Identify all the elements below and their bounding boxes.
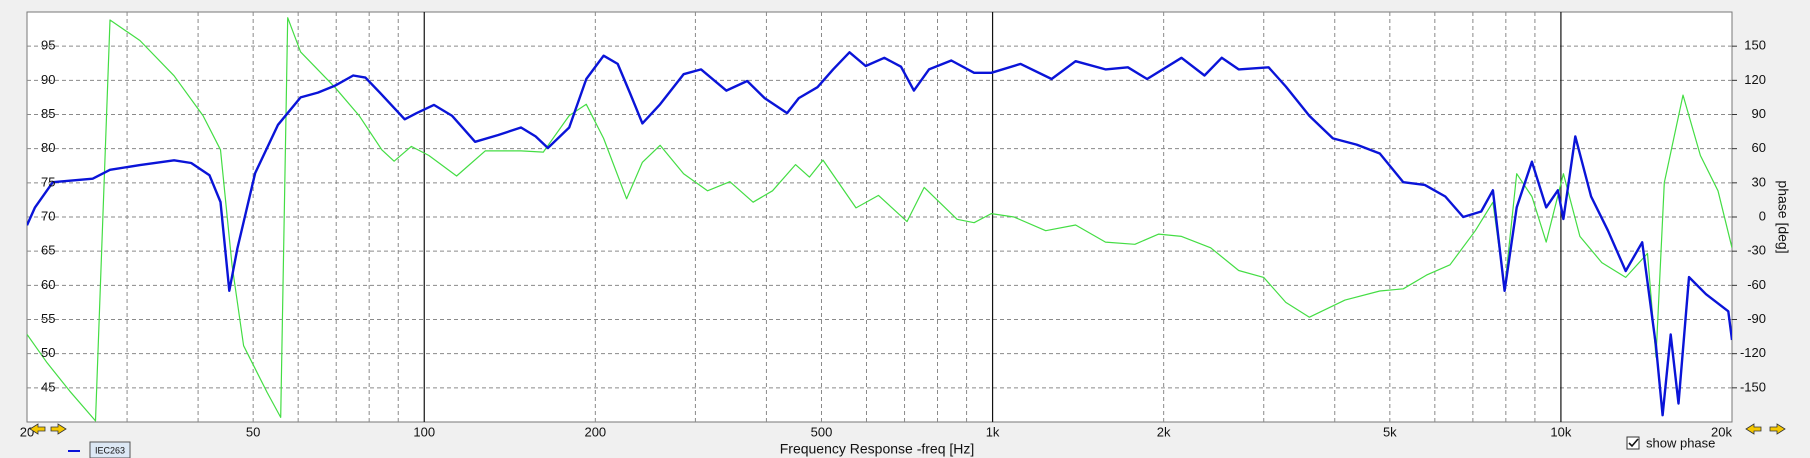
plot-area xyxy=(26,11,1733,423)
y2-tick-label: -60 xyxy=(1747,277,1766,292)
y-tick-label: 90 xyxy=(41,72,55,87)
y2-tick-label: -120 xyxy=(1740,345,1766,360)
x-tick-label: 200 xyxy=(584,424,606,439)
y-tick-label: 55 xyxy=(41,311,55,326)
x-tick-label: 20k xyxy=(1711,424,1732,439)
y-tick-label: 80 xyxy=(41,140,55,155)
x-tick-label: 500 xyxy=(811,424,833,439)
x-tick-label: 5k xyxy=(1383,424,1397,439)
y-tick-label: 50 xyxy=(41,345,55,360)
grid xyxy=(27,12,1732,422)
y2-tick-label: 60 xyxy=(1752,140,1766,155)
nav-arrows-left[interactable] xyxy=(29,423,67,435)
y2-tick-label: 120 xyxy=(1744,72,1766,87)
nav-arrows-right[interactable] xyxy=(1745,423,1786,435)
x-axis-title: Frequency Response -freq [Hz] xyxy=(780,441,975,457)
y2-tick-label: 90 xyxy=(1752,106,1766,121)
y-tick-label: 70 xyxy=(41,208,55,223)
y2-tick-label: 30 xyxy=(1752,174,1766,189)
phase-line xyxy=(27,17,1732,422)
x-tick-label: 10k xyxy=(1550,424,1571,439)
labels: 45 50 55 60 65 70 75 80 85 90 95 20 50 100 200 500 1k 2k 5… xyxy=(20,38,1766,440)
curves xyxy=(27,17,1732,422)
phase-toggle[interactable]: show phase xyxy=(1626,435,1715,450)
checkbox[interactable] xyxy=(1626,436,1640,450)
y2-axis-title: phase [deg] xyxy=(1775,180,1791,253)
y2-tick-label: -30 xyxy=(1747,243,1766,258)
legend: IEC263 xyxy=(68,441,131,458)
legend-box[interactable] xyxy=(89,441,131,458)
y-tick-label: 95 xyxy=(41,38,55,53)
x-tick-label: 1k xyxy=(986,424,1000,439)
y2-tick-label: -90 xyxy=(1747,311,1766,326)
x-tick-label: 100 xyxy=(413,424,435,439)
legend-label: IEC263 xyxy=(95,445,125,455)
y2-tick-label: 0 xyxy=(1759,208,1766,223)
x-tick-label: 20 xyxy=(20,424,34,439)
checkbox-label: show phase xyxy=(1646,435,1715,450)
y-tick-label: 60 xyxy=(41,277,55,292)
x-tick-label: 2k xyxy=(1157,424,1171,439)
x-tick-label: 50 xyxy=(246,424,260,439)
y-tick-label: 75 xyxy=(41,174,55,189)
magnitude-line xyxy=(27,51,1732,417)
y-tick-label: 45 xyxy=(41,379,55,394)
y-tick-label: 65 xyxy=(41,243,55,258)
y2-tick-label: -150 xyxy=(1740,379,1766,394)
y2-tick-label: 150 xyxy=(1744,38,1766,53)
y-tick-label: 85 xyxy=(41,106,55,121)
